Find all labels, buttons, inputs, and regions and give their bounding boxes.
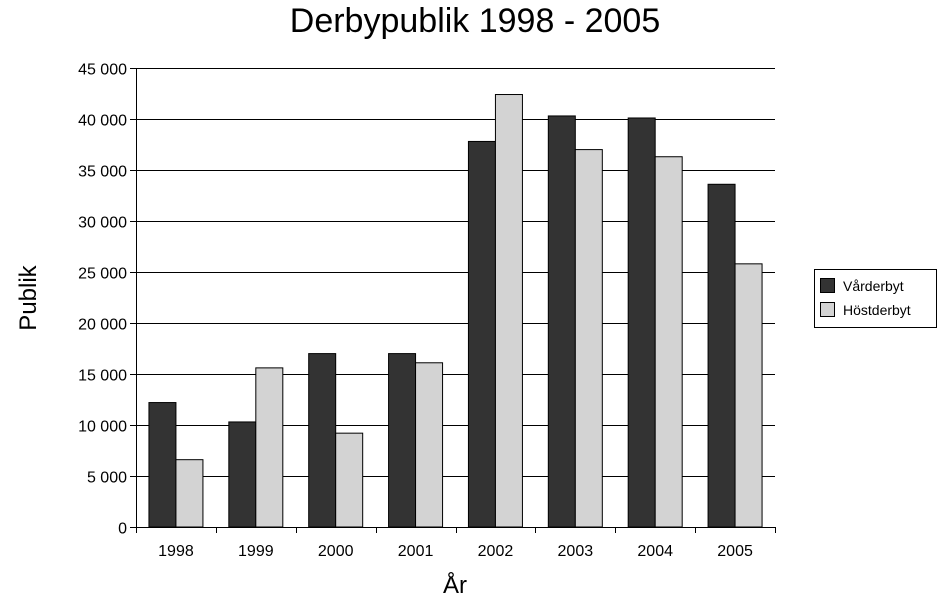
x-tick-label-2002: 2002 — [478, 543, 514, 560]
bar-Vårderbyt-2004 — [627, 117, 656, 528]
legend-label-Vårderbyt: Vårderbyt — [843, 278, 904, 294]
y-tick-label-5000: 5 000 — [87, 470, 127, 487]
x-tick-label-2004: 2004 — [637, 543, 673, 560]
bar-Höstderbyt-2003 — [574, 149, 603, 528]
bar-Höstderbyt-1999 — [255, 367, 284, 528]
x-tick-label-2005: 2005 — [717, 543, 753, 560]
bar-Höstderbyt-1998 — [175, 459, 204, 528]
bar-Vårderbyt-1999 — [228, 421, 257, 528]
x-tick-label-2001: 2001 — [398, 543, 434, 560]
bar-Höstderbyt-2001 — [415, 362, 444, 528]
bar-Vårderbyt-2003 — [547, 115, 576, 528]
x-axis-title: År — [443, 571, 467, 599]
y-tick-label-35000: 35 000 — [78, 164, 127, 181]
y-axis-title: Publik — [15, 264, 42, 330]
y-tick-label-40000: 40 000 — [78, 113, 127, 130]
bar-Vårderbyt-2001 — [388, 353, 417, 528]
y-tick-label-45000: 45 000 — [78, 62, 127, 79]
x-tick-label-2003: 2003 — [558, 543, 594, 560]
y-tick-label-25000: 25 000 — [78, 266, 127, 283]
legend-label-Höstderbyt: Höstderbyt — [843, 302, 911, 318]
bar-Höstderbyt-2004 — [654, 156, 683, 528]
bar-Höstderbyt-2000 — [335, 432, 364, 528]
x-tick-label-1998: 1998 — [158, 543, 194, 560]
bar-Vårderbyt-1998 — [148, 402, 177, 528]
legend-swatch-Vårderbyt — [820, 278, 835, 293]
bar-Vårderbyt-2002 — [467, 140, 496, 528]
chart-title: Derbypublik 1998 - 2005 — [290, 2, 660, 40]
x-tick-label-1999: 1999 — [238, 543, 274, 560]
legend: Vårderbyt Höstderbyt — [814, 269, 937, 328]
y-tick-label-15000: 15 000 — [78, 368, 127, 385]
bar-Vårderbyt-2000 — [308, 353, 337, 528]
bar-Höstderbyt-2002 — [494, 94, 523, 528]
x-tick-label-2000: 2000 — [318, 543, 354, 560]
bar-Vårderbyt-2005 — [707, 183, 736, 528]
bar-Höstderbyt-2005 — [734, 263, 763, 528]
axes: 0 5 000 10 000 15 000 20 000 25 000 30 000 35 0… — [78, 62, 776, 560]
bars — [148, 94, 763, 528]
y-tick-label-10000: 10 000 — [78, 419, 127, 436]
y-tick-label-0: 0 — [118, 521, 127, 538]
y-tick-label-30000: 30 000 — [78, 215, 127, 232]
y-tick-label-20000: 20 000 — [78, 317, 127, 334]
legend-swatch-Höstderbyt — [820, 302, 835, 317]
